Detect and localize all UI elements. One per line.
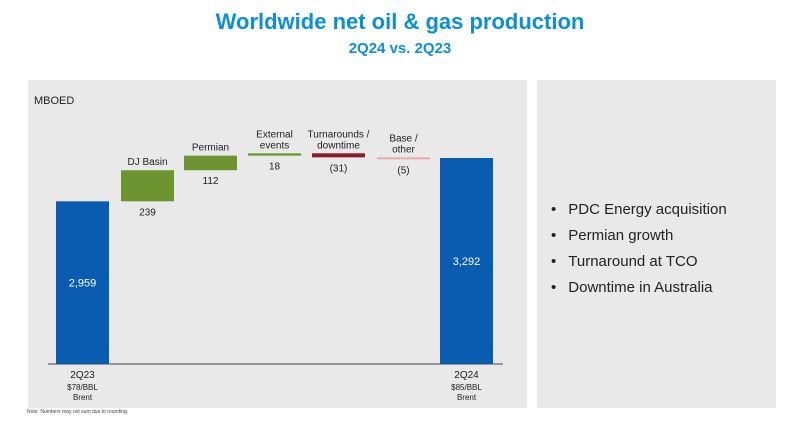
highlight-item: Downtime in Australia — [551, 275, 727, 301]
category-label-base-other: other — [392, 144, 415, 155]
page-subtitle: 2Q24 vs. 2Q23 — [348, 40, 452, 57]
category-label-permian: Permian — [192, 143, 229, 154]
category-label-base-other: Base / — [389, 133, 418, 144]
value-label-2q24: 3,292 — [453, 256, 481, 268]
category-label-dj-basin: DJ Basin — [127, 157, 167, 168]
page-title: Worldwide net oil & gas production — [215, 9, 585, 34]
highlight-item: Permian growth — [551, 223, 727, 249]
category-label-turnarounds-downtime: downtime — [317, 140, 360, 151]
bar-2q24 — [440, 158, 493, 364]
highlight-item: Turnaround at TCO — [551, 249, 727, 275]
bar-2q23 — [56, 201, 109, 364]
category-label-external-events: events — [260, 140, 289, 151]
bar-turnarounds-downtime — [312, 153, 365, 158]
bar-external-events — [248, 153, 301, 156]
category-sublabel-2q24: $85/BBL — [451, 383, 482, 392]
highlight-item: PDC Energy acquisition — [551, 197, 726, 223]
value-label-turnarounds-downtime: (31) — [330, 163, 348, 174]
category-label-2q24: 2Q24 — [454, 370, 479, 381]
category-sublabel-2q23: Brent — [73, 393, 93, 402]
footnote: Note: Numbers may not sum due to roundin… — [27, 409, 129, 415]
category-label-2q23: 2Q23 — [70, 370, 95, 381]
value-label-base-other: (5) — [397, 165, 409, 176]
category-sublabel-2q23: $78/BBL — [67, 383, 98, 392]
bar-permian — [184, 155, 237, 171]
category-sublabel-2q24: Brent — [457, 393, 477, 402]
value-label-dj-basin: 239 — [139, 207, 156, 218]
highlights-list: PDC Energy acquisition Permian growth Tu… — [551, 197, 727, 301]
chart-panel: MBOED 2,959 2Q23 $78/BBL Brent 239 DJ Basin 11… — [28, 80, 527, 408]
category-label-turnarounds-downtime: Turnarounds / — [308, 129, 370, 140]
highlights-panel: PDC Energy acquisition Permian growth Tu… — [537, 80, 776, 408]
bar-dj-basin — [121, 170, 174, 202]
value-label-2q23: 2,959 — [69, 278, 97, 290]
y-axis-unit-label: MBOED — [34, 95, 75, 107]
value-label-external-events: 18 — [269, 162, 281, 173]
value-label-permian: 112 — [203, 176, 219, 187]
bar-base-other — [377, 157, 430, 160]
category-label-external-events: External — [256, 129, 293, 140]
